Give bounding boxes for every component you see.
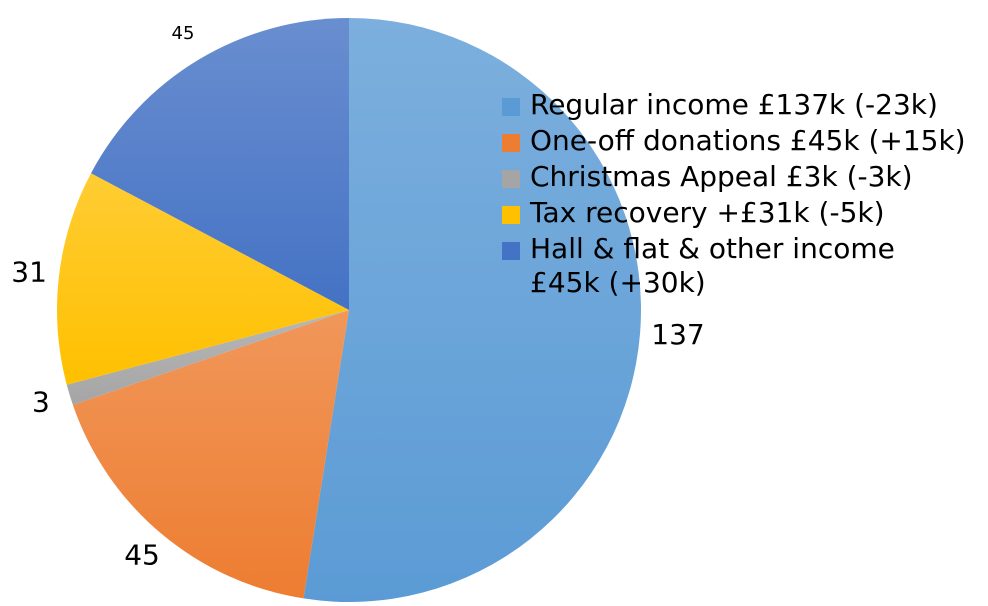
legend-swatch xyxy=(502,134,520,152)
data-label: 3 xyxy=(32,386,50,419)
legend-item: Regular income £137k (-23k) xyxy=(500,88,970,122)
legend-item: Hall & flat & other income £45k (+30k) xyxy=(500,232,970,300)
data-label: 137 xyxy=(651,318,704,351)
legend-label: Regular income £137k (-23k) xyxy=(530,88,938,121)
legend-swatch xyxy=(502,242,520,260)
legend-item: One-off donations £45k (+15k) xyxy=(500,124,970,158)
legend-label: Tax recovery +£31k (-5k) xyxy=(530,196,885,229)
legend-item: Christmas Appeal £3k (-3k) xyxy=(500,160,970,194)
pie-slice xyxy=(66,310,350,405)
legend-label: Christmas Appeal £3k (-3k) xyxy=(530,160,913,193)
data-label: 45 xyxy=(124,539,160,572)
pie-slice xyxy=(91,18,350,310)
legend-swatch xyxy=(502,170,520,188)
data-label: 31 xyxy=(11,255,47,288)
data-label: 45 xyxy=(172,23,195,44)
legend-label: One-off donations £45k (+15k) xyxy=(530,124,966,157)
legend-item: Tax recovery +£31k (-5k) xyxy=(500,196,970,230)
legend: Regular income £137k (-23k) One-off donat… xyxy=(500,88,970,302)
pie-slice xyxy=(57,173,350,385)
legend-label: Hall & flat & other income £45k (+30k) xyxy=(530,232,895,299)
legend-swatch xyxy=(502,98,520,116)
pie-slice xyxy=(72,310,349,599)
legend-swatch xyxy=(502,206,520,224)
pie-slice xyxy=(303,18,642,602)
